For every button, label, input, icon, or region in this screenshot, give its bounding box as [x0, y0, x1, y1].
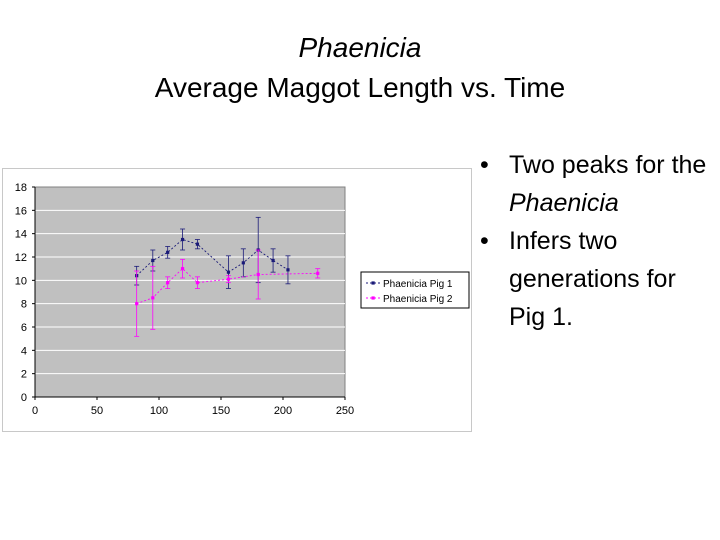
bullet-dot: • — [480, 227, 489, 255]
chart-svg: 0 2 4 6 8 10 12 14 16 18 0 50 100 150 200 250 Phaenicia … — [15, 182, 470, 417]
x-tick-label: 0 — [32, 405, 38, 417]
data-point — [316, 271, 320, 275]
data-point — [256, 272, 260, 277]
y-tick-label: 18 — [15, 182, 27, 194]
data-point — [151, 296, 155, 300]
data-point — [195, 242, 200, 246]
title-subtitle: Average Maggot Length vs. Time — [154, 72, 566, 103]
y-tick-label: 0 — [21, 392, 27, 404]
legend-swatch-marker — [371, 281, 375, 285]
bullet-list: • Two peaks for the Phaenicia • Infers t… — [478, 146, 718, 336]
data-point — [135, 302, 139, 306]
bullet-item: • Infers two generations for Pig 1. — [478, 222, 718, 336]
y-tick-label: 14 — [15, 229, 27, 241]
title-species: Phaenicia — [298, 32, 422, 63]
bullet-italic: Phaenicia — [509, 189, 619, 217]
bullet-item: • Two peaks for the Phaenicia — [478, 146, 718, 222]
x-tick-label: 150 — [212, 405, 230, 417]
data-point — [286, 268, 290, 272]
y-tick-label: 2 — [21, 369, 27, 381]
data-point — [180, 267, 185, 271]
bullet-text: Infers two generations for Pig 1. — [509, 227, 676, 331]
data-point — [195, 281, 200, 285]
legend — [360, 271, 470, 309]
x-tick-label: 50 — [91, 405, 103, 417]
bullet-text: Two peaks for the — [509, 151, 707, 179]
legend-swatch-marker — [371, 296, 375, 300]
data-point — [226, 277, 231, 281]
series-line — [136, 268, 318, 305]
data-point — [166, 250, 170, 254]
slide-title: Phaenicia Average Maggot Length vs. Time — [0, 28, 720, 108]
y-tick-label: 10 — [15, 275, 27, 287]
y-tick-label: 8 — [21, 299, 27, 311]
bullet-dot: • — [480, 151, 489, 179]
chart-container: 0 2 4 6 8 10 12 14 16 18 0 50 100 150 200 250 Phaenicia … — [2, 168, 472, 432]
data-point — [271, 258, 275, 263]
data-point — [241, 261, 245, 265]
x-tick-label: 200 — [274, 405, 292, 417]
legend-label: Phaenicia Pig 2 — [383, 294, 453, 305]
data-point — [180, 237, 185, 242]
data-point — [166, 281, 170, 285]
data-point — [151, 258, 155, 263]
data-point — [226, 270, 231, 274]
y-tick-label: 4 — [21, 345, 27, 357]
y-tick-label: 16 — [15, 205, 27, 217]
x-tick-label: 250 — [336, 405, 354, 417]
x-tick-label: 100 — [150, 405, 168, 417]
y-tick-label: 6 — [21, 322, 27, 334]
plot-area — [34, 186, 346, 398]
y-tick-label: 12 — [15, 252, 27, 264]
legend-label: Phaenicia Pig 1 — [383, 279, 453, 290]
